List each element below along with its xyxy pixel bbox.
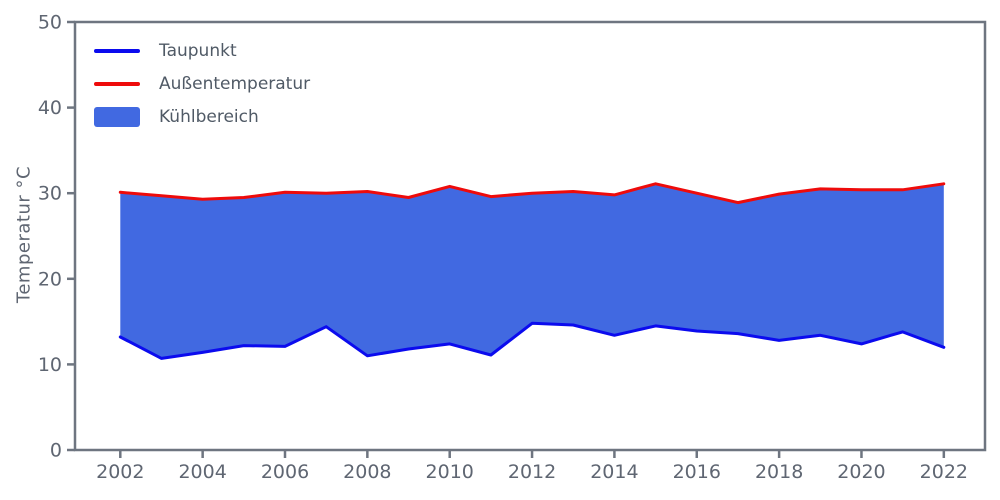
legend-patch-swatch-kuehlbereich	[94, 106, 140, 127]
legend-label-aussentemperatur: Außentemperatur	[159, 73, 311, 94]
x-tick-label: 2016	[673, 461, 721, 483]
legend-item-kuehlbereich: Kühlbereich	[94, 100, 310, 133]
legend-item-aussentemperatur: Außentemperatur	[94, 67, 310, 100]
legend-line-swatch-taupunkt	[94, 48, 140, 53]
x-tick-label: 2018	[755, 461, 803, 483]
legend-item-taupunkt: Taupunkt	[94, 34, 310, 67]
legend-label-taupunkt: Taupunkt	[159, 40, 237, 61]
x-tick-label: 2022	[920, 461, 968, 483]
x-tick-label: 2020	[837, 461, 885, 483]
y-tick-label: 0	[50, 440, 62, 462]
y-tick-label: 40	[38, 97, 62, 119]
y-axis-label: Temperatur °C	[13, 165, 35, 304]
area-kuehlbereich	[120, 183, 944, 359]
legend-line-swatch-aussentemperatur	[94, 81, 140, 86]
x-tick-label: 2014	[590, 461, 638, 483]
y-tick-label: 10	[38, 354, 62, 376]
x-tick-label: 2006	[261, 461, 309, 483]
x-tick-label: 2004	[178, 461, 226, 483]
legend: Taupunkt Außentemperatur Kühlbereich	[94, 34, 310, 133]
y-tick-label: 50	[38, 12, 62, 34]
x-tick-label: 2010	[426, 461, 474, 483]
y-tick-label: 20	[38, 268, 62, 290]
x-tick-label: 2012	[508, 461, 556, 483]
axes-spines	[73, 20, 987, 452]
line-aussentemperatur	[118, 182, 946, 205]
x-tick-label: 2008	[343, 461, 391, 483]
y-tick-label: 30	[38, 183, 62, 205]
x-tick-label: 2002	[96, 461, 144, 483]
legend-label-kuehlbereich: Kühlbereich	[159, 106, 259, 127]
line-taupunkt	[118, 321, 946, 360]
